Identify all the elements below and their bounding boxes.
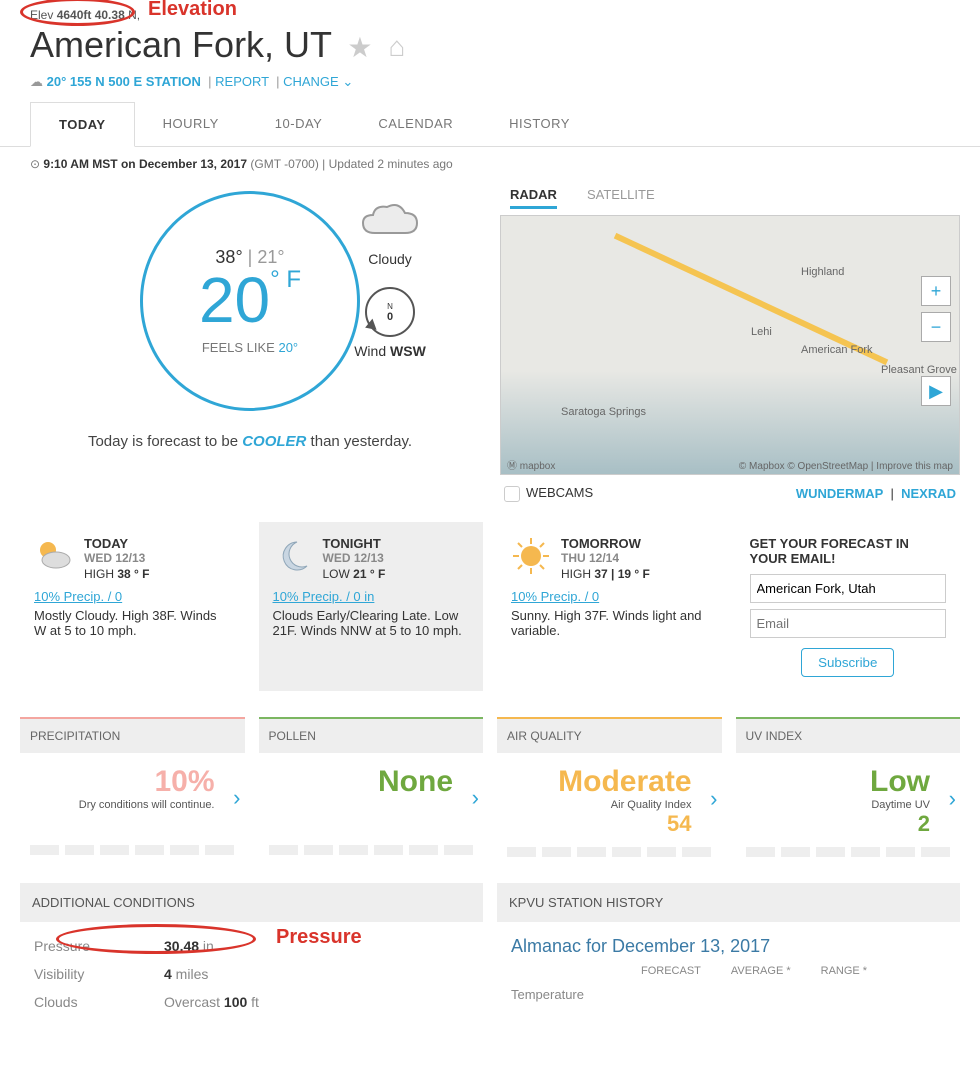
report-link[interactable]: REPORT xyxy=(215,74,269,89)
webcams-toggle[interactable]: WEBCAMS xyxy=(504,485,593,502)
sun-cloud-icon xyxy=(34,536,74,576)
current-temp: 20° F xyxy=(199,268,301,332)
station-history-panel: KPVU STATION HISTORY Almanac for Decembe… xyxy=(497,883,960,1026)
wundermap-link[interactable]: WUNDERMAP xyxy=(796,486,883,501)
cloud-icon xyxy=(355,201,425,241)
main-tabs: TODAY HOURLY 10-DAY CALENDAR HISTORY xyxy=(0,102,980,147)
precip-link[interactable]: 10% Precip. / 0 xyxy=(511,589,599,604)
email-input[interactable] xyxy=(750,609,947,638)
nexrad-link[interactable]: NEXRAD xyxy=(901,486,956,501)
station-temp: 20° xyxy=(47,74,67,89)
map-attribution[interactable]: © Mapbox © OpenStreetMap | Improve this … xyxy=(739,461,953,472)
tab-today[interactable]: TODAY xyxy=(30,102,135,147)
city-title: American Fork, UT ★ ⌂ xyxy=(30,24,950,66)
current-condition: Cloudy N 0 Wind WSW xyxy=(330,201,450,359)
email-signup-card: GET YOUR FORECAST IN YOUR EMAIL!Subscrib… xyxy=(736,522,961,691)
home-icon[interactable]: ⌂ xyxy=(389,31,406,63)
condition-row: Visibility4 miles xyxy=(34,960,469,988)
chevron-right-icon[interactable]: › xyxy=(710,786,717,812)
additional-conditions-panel: ADDITIONAL CONDITIONS Pressure Pressure3… xyxy=(20,883,483,1026)
tile-air-quality[interactable]: AIR QUALITY Moderate Air Quality Index 5… xyxy=(497,717,722,859)
station-name[interactable]: 155 N 500 E STATION xyxy=(70,74,201,89)
tab-10day[interactable]: 10-DAY xyxy=(247,102,351,146)
tile-precipitation[interactable]: PRECIPITATION 10% Dry conditions will co… xyxy=(20,717,245,859)
chevron-down-icon: ⌄ xyxy=(342,74,353,89)
current-temp-circle: 38° | 21° 20° F FEELS LIKE 20° xyxy=(140,191,360,411)
almanac-title: Almanac for December 13, 2017 xyxy=(511,936,946,957)
tile-uv-index[interactable]: UV INDEX Low Daytime UV 2 › xyxy=(736,717,961,859)
forecast-card[interactable]: TODAYWED 12/13HIGH 38 ° F10% Precip. / 0… xyxy=(20,522,245,691)
precip-link[interactable]: 10% Precip. / 0 in xyxy=(273,589,375,604)
forecast-comparison: Today is forecast to be COOLER than yest… xyxy=(20,433,480,450)
station-line: ☁ 20° 155 N 500 E STATION | REPORT | CHA… xyxy=(30,74,950,90)
location-input[interactable] xyxy=(750,574,947,603)
chevron-right-icon[interactable]: › xyxy=(472,785,479,811)
pressure-annotation-circle xyxy=(56,924,256,954)
wind-compass: N 0 xyxy=(365,287,415,337)
map-zoom-in[interactable]: + xyxy=(921,276,951,306)
tab-calendar[interactable]: CALENDAR xyxy=(350,102,481,146)
timestamp: ⊙ 9:10 AM MST on December 13, 2017 (GMT … xyxy=(0,147,980,181)
sun-icon xyxy=(511,536,551,576)
forecast-card[interactable]: TONIGHTWED 12/13LOW 21 ° F10% Precip. / … xyxy=(259,522,484,691)
precip-link[interactable]: 10% Precip. / 0 xyxy=(34,589,122,604)
tab-hourly[interactable]: HOURLY xyxy=(135,102,247,146)
tab-history[interactable]: HISTORY xyxy=(481,102,598,146)
condition-row: CloudsOvercast 100 ft xyxy=(34,988,469,1016)
pressure-annotation-label: Pressure xyxy=(276,926,362,949)
tile-pollen[interactable]: POLLEN None › xyxy=(259,717,484,859)
radar-map[interactable]: Highland Lehi American Fork Pleasant Gro… xyxy=(500,215,960,475)
map-tab-satellite[interactable]: SATELLITE xyxy=(587,187,655,209)
mapbox-logo: Ⓜ mapbox xyxy=(507,457,555,472)
chevron-right-icon[interactable]: › xyxy=(233,785,240,811)
cloud-icon: ☁ xyxy=(30,74,43,89)
chevron-right-icon[interactable]: › xyxy=(949,786,956,812)
map-zoom-out[interactable]: − xyxy=(921,312,951,342)
elevation-annotation-circle xyxy=(20,0,135,26)
elevation-annotation-label: Elevation xyxy=(148,0,237,21)
moon-icon xyxy=(273,536,313,576)
change-link[interactable]: CHANGE ⌄ xyxy=(283,74,353,89)
map-tab-radar[interactable]: RADAR xyxy=(510,187,557,209)
map-play[interactable]: ▶ xyxy=(921,376,951,406)
forecast-card[interactable]: TOMORROWTHU 12/14HIGH 37 | 19 ° F10% Pre… xyxy=(497,522,722,691)
favorite-star-icon[interactable]: ★ xyxy=(347,31,372,64)
subscribe-button[interactable]: Subscribe xyxy=(801,648,894,677)
